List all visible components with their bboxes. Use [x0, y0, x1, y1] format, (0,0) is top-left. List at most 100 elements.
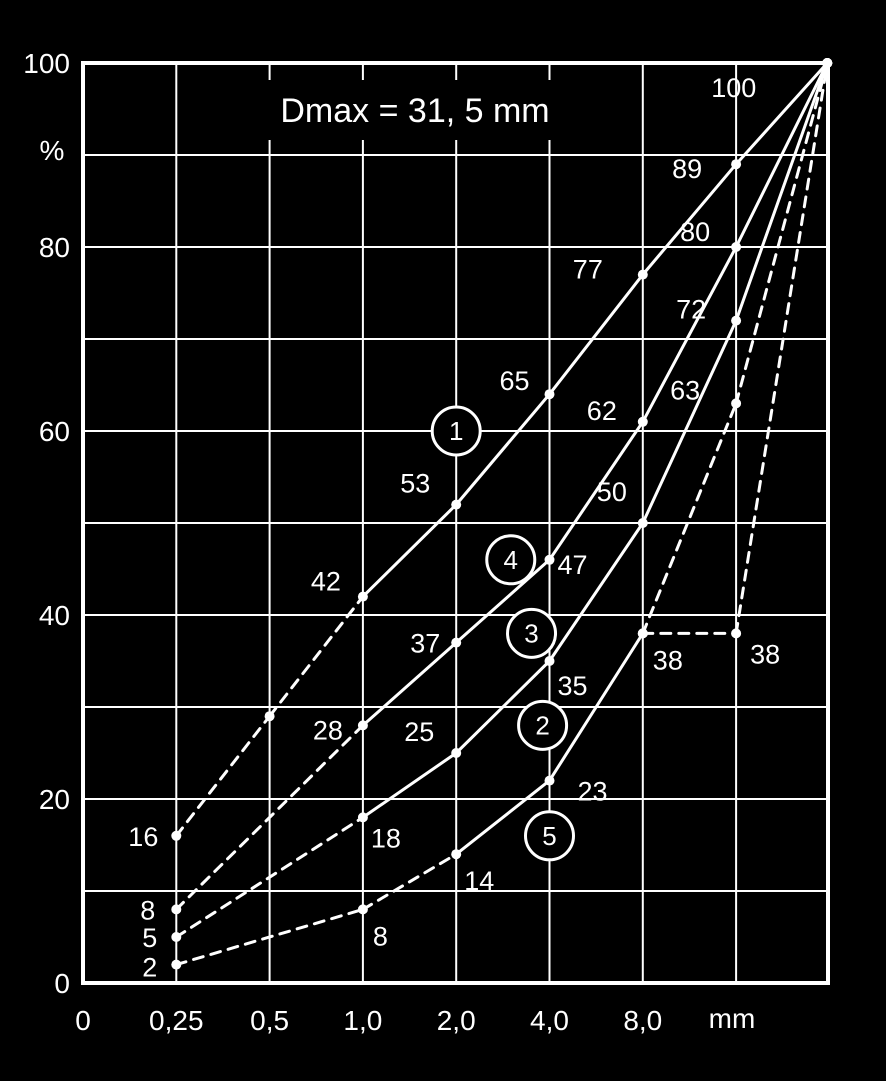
point-labels: 1642536577891008283747628051825355072281… [128, 73, 780, 983]
data-label-series-4-0: 8 [140, 895, 155, 925]
series-4-point-3 [544, 554, 555, 565]
series-4-segment-1 [361, 641, 458, 727]
data-label-series-3-5: 72 [676, 295, 706, 325]
series-4-segment-0 [174, 723, 365, 911]
data-label-series-2-1: 8 [373, 921, 388, 951]
chart-title: Dmax = 31, 5 mm [280, 92, 549, 130]
x-tick-4: 2,0 [437, 1005, 476, 1036]
series-lines [174, 61, 829, 967]
curve-marker-label-3: 3 [524, 618, 538, 648]
data-label-series-3-4: 50 [597, 477, 627, 507]
data-label-series-1-0: 16 [128, 822, 158, 852]
series-3-point-5 [731, 315, 742, 326]
x-axis-label: mm [709, 1003, 756, 1034]
series-1-segment-3 [454, 392, 551, 507]
series-4-point-5 [731, 242, 742, 252]
data-label-series-3-0: 5 [142, 923, 157, 953]
data-label-series-2-4: 38 [653, 645, 683, 675]
series-5-point-2 [822, 58, 833, 68]
series-4-point-2 [451, 637, 462, 648]
curve-marker-4 [485, 534, 537, 586]
data-label-series-1-5: 77 [573, 255, 603, 285]
x-tick-2: 0,5 [250, 1005, 289, 1036]
data-label-series-2-2: 14 [464, 866, 494, 896]
series-3-point-1 [357, 812, 368, 823]
series-1-point-3 [451, 499, 462, 510]
data-label-series-1-6: 89 [672, 154, 702, 184]
series-4-point-0 [171, 904, 182, 915]
series-3-point-0 [171, 932, 182, 942]
plot-border [81, 61, 830, 985]
data-label-series-1-4: 65 [500, 366, 530, 396]
data-label-series-3-2: 25 [404, 717, 434, 747]
data-label-series-1-3: 53 [400, 469, 430, 499]
grid [83, 63, 828, 983]
curve-marker-1 [430, 405, 482, 457]
series-2-point-5 [731, 398, 742, 409]
series-1-segment-1 [268, 595, 365, 718]
y-axis-label: % [40, 135, 65, 166]
x-tick-3: 1,0 [343, 1005, 382, 1036]
data-label-series-3-3: 35 [558, 671, 588, 701]
series-points [171, 58, 833, 970]
series-1-segment-0 [174, 714, 272, 838]
series-3-point-2 [451, 748, 462, 758]
series-1-point-2 [357, 591, 368, 602]
series-4-segment-2 [454, 558, 551, 645]
data-label-series-4-5: 80 [680, 217, 710, 247]
x-tick-1: 0,25 [149, 1005, 204, 1036]
series-1-point-5 [637, 269, 648, 280]
series-2-segment-4 [641, 401, 738, 635]
y-tick-0: 0 [54, 968, 70, 999]
data-label-series-4-3: 47 [558, 550, 588, 580]
title-group: Dmax = 31, 5 mm [225, 80, 605, 140]
data-label-series-4-4: 62 [587, 396, 617, 426]
curve-marker-label-2: 2 [535, 710, 549, 740]
series-3-segment-1 [361, 751, 458, 819]
data-label-series-1-2: 42 [311, 567, 341, 597]
series-4-segment-5 [734, 61, 829, 249]
series-4-segment-3 [548, 420, 645, 562]
data-label-series-5-1: 38 [750, 639, 780, 669]
series-1-point-0 [171, 830, 182, 841]
curve-marker-2 [517, 699, 569, 751]
plot-frame [81, 61, 830, 985]
series-3-point-3 [544, 656, 555, 666]
tick-labels: 0 20 40 60 80 100% 0 0,25 0,5 1,0 2,0 4,0 8,0 mm [23, 48, 755, 1036]
curve-marker-label-1: 1 [449, 416, 463, 446]
y-tick-40: 40 [39, 600, 70, 631]
series-3-segment-0 [174, 815, 365, 939]
series-5-point-1 [731, 628, 742, 639]
series-3-segment-5 [734, 61, 829, 323]
data-label-series-2-0: 2 [142, 953, 157, 983]
series-2-point-0 [171, 959, 182, 970]
series-1-segment-6 [734, 61, 829, 166]
curve-marker-label-4: 4 [504, 545, 518, 575]
x-tick-5: 4,0 [530, 1005, 569, 1036]
series-1-point-6 [731, 159, 742, 170]
data-label-series-4-2: 37 [410, 629, 440, 659]
series-5-segment-1 [734, 61, 829, 635]
curve-marker-5 [524, 810, 575, 862]
y-tick-100: 100 [23, 48, 70, 79]
data-label-series-3-1: 18 [371, 823, 401, 853]
series-2-segment-5 [734, 61, 829, 405]
series-3-segment-3 [548, 521, 645, 663]
data-label-series-1-7: 100 [711, 73, 756, 103]
series-1-point-4 [544, 389, 555, 400]
x-tick-0: 0 [75, 1005, 91, 1036]
series-2-point-1 [357, 904, 368, 915]
title-background [225, 80, 605, 140]
series-3-segment-2 [454, 659, 551, 755]
curve-marker-3 [506, 607, 558, 659]
series-2-segment-2 [454, 779, 551, 856]
y-tick-20: 20 [39, 784, 70, 815]
series-2-segment-1 [361, 852, 458, 911]
series-5-point-0 [637, 628, 648, 639]
series-1-point-1 [264, 711, 275, 722]
y-tick-80: 80 [39, 232, 70, 263]
series-2-point-2 [451, 849, 462, 860]
curve-marker-label-5: 5 [542, 821, 556, 851]
